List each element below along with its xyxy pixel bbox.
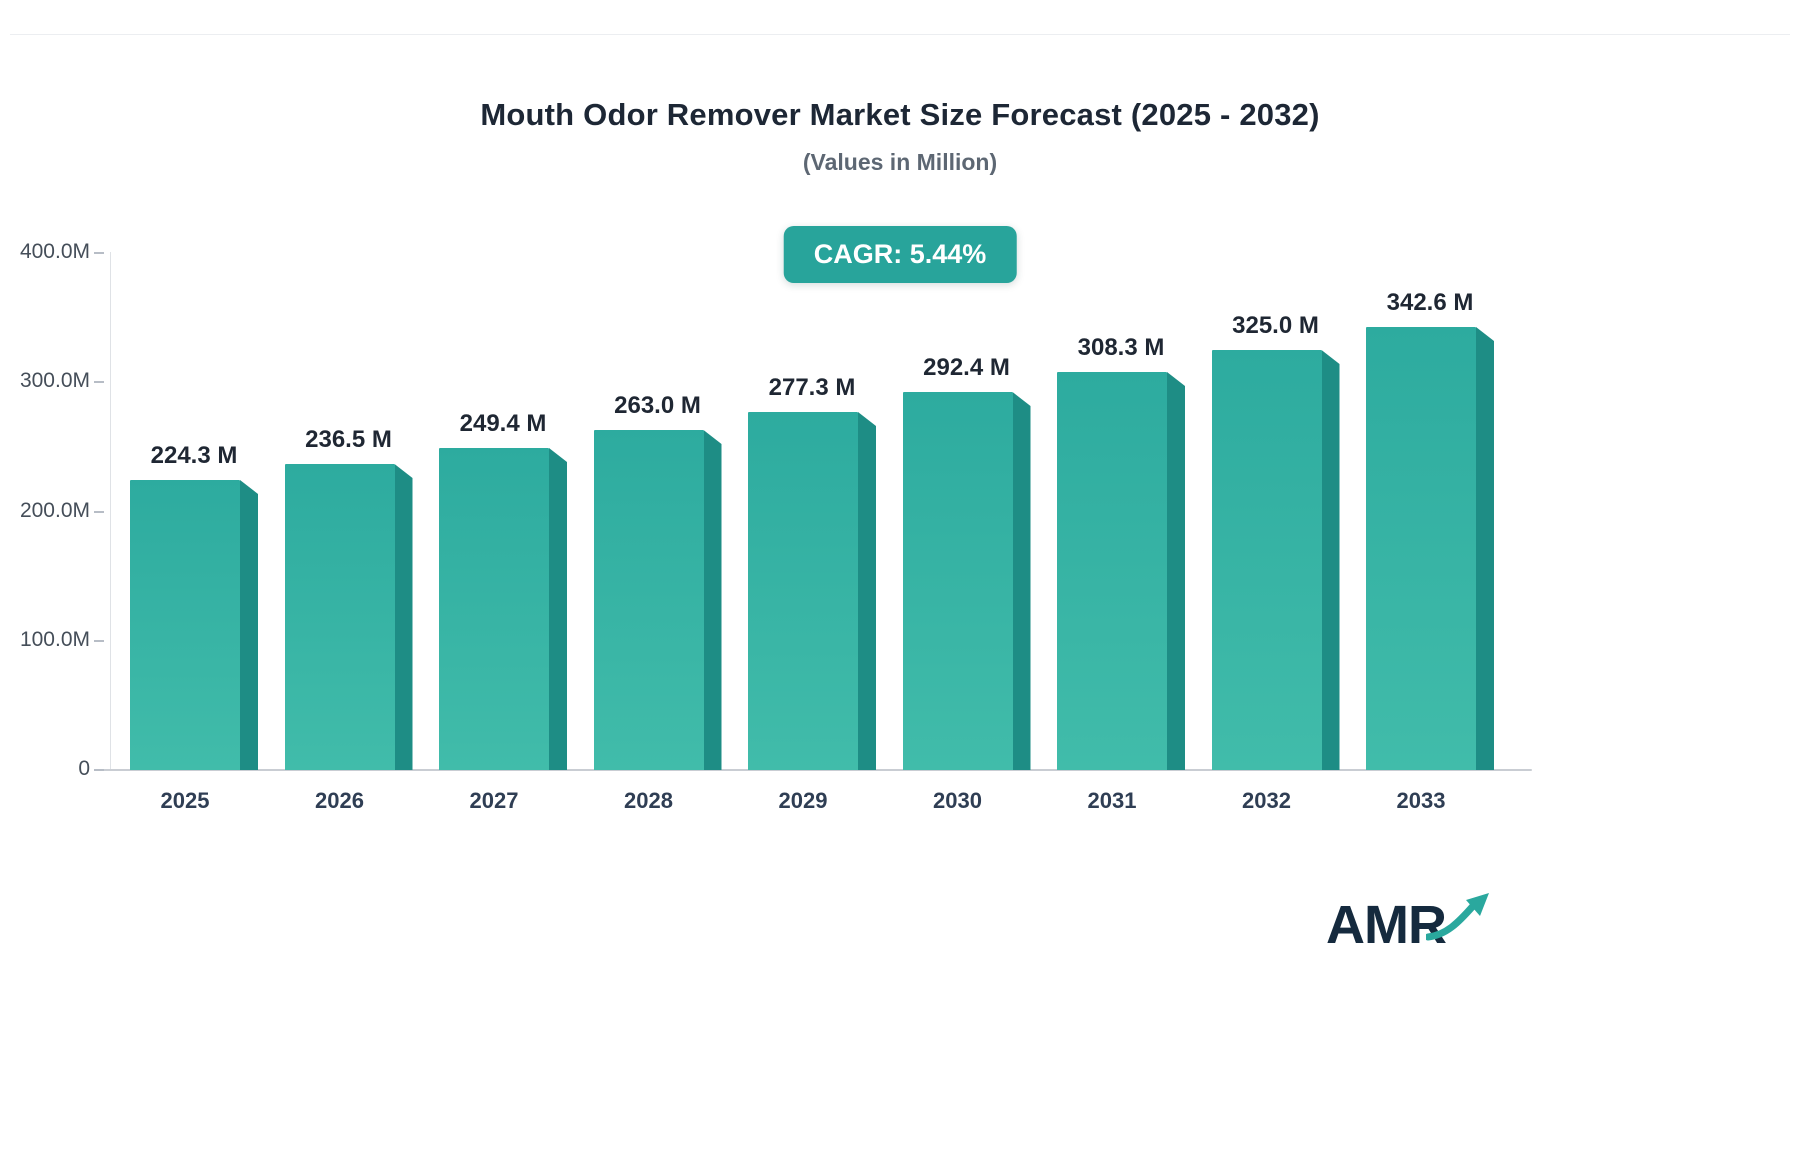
x-tick-label: 2028 [624,788,673,813]
x-axis-line [95,769,1532,771]
bar-value-label: 224.3 M [150,442,238,469]
bar-value-label: 325.0 M [1232,312,1319,339]
y-tick-label: 400.0M [19,240,90,263]
x-tick-label: 2031 [1087,788,1137,813]
bar-front [748,412,858,770]
y-tick-mark [94,252,104,254]
bar-value-label: 342.6 M [1386,289,1474,316]
chart-subtitle: (Values in Million) [802,149,998,175]
y-tick-label: 300.0M [19,369,90,393]
x-tick-label: 2029 [778,788,828,813]
bar-front [1366,327,1476,770]
amr-logo-arrow-icon [1425,893,1489,941]
y-tick-label: 100.0M [19,627,90,651]
top-divider [10,34,1790,35]
y-tick-mark [94,381,104,384]
x-tick-label: 2026 [315,788,364,813]
bar-front [902,392,1013,770]
bar-value-label: 236.5 M [305,426,392,453]
bar-side [1476,327,1494,770]
x-tick-label: 2033 [1396,788,1446,813]
y-tick-mark [94,639,104,642]
bar-side [240,480,258,770]
y-tick-label: 200.0M [19,498,90,522]
y-tick-mark [94,769,104,771]
bar-side [549,448,567,770]
bar-front [284,464,395,770]
bar-front [593,430,704,770]
y-tick-label: 0 [78,757,90,780]
bar-side [1012,392,1031,770]
chart-title: Mouth Odor Remover Market Size Forecast … [480,97,1320,132]
bar-side [394,464,413,770]
bar-value-label: 308.3 M [1077,334,1165,361]
bar-front [130,480,240,770]
x-tick-label: 2032 [1242,788,1291,813]
bar-value-label: 263.0 M [614,392,701,419]
x-tick-label: 2027 [469,788,519,813]
cagr-badge: CAGR: 5.44% [783,226,1017,283]
bar-value-label: 249.4 M [459,410,547,437]
amr-logo-text: AMR [1326,895,1447,955]
amr-logo: AMR [1326,893,1492,955]
bar-side [703,430,722,770]
bar-front [439,448,549,770]
x-tick-label: 2030 [933,788,982,813]
bar-side [1321,350,1340,770]
bar-side [1167,372,1185,770]
bar-side [858,412,876,770]
bar-front [1057,372,1167,770]
x-tick-label: 2025 [160,788,210,813]
y-axis-line [110,252,111,770]
bar-front [1211,350,1322,770]
bar-value-label: 292.4 M [923,354,1010,381]
bar-value-label: 277.3 M [768,374,856,401]
y-tick-mark [94,510,104,513]
